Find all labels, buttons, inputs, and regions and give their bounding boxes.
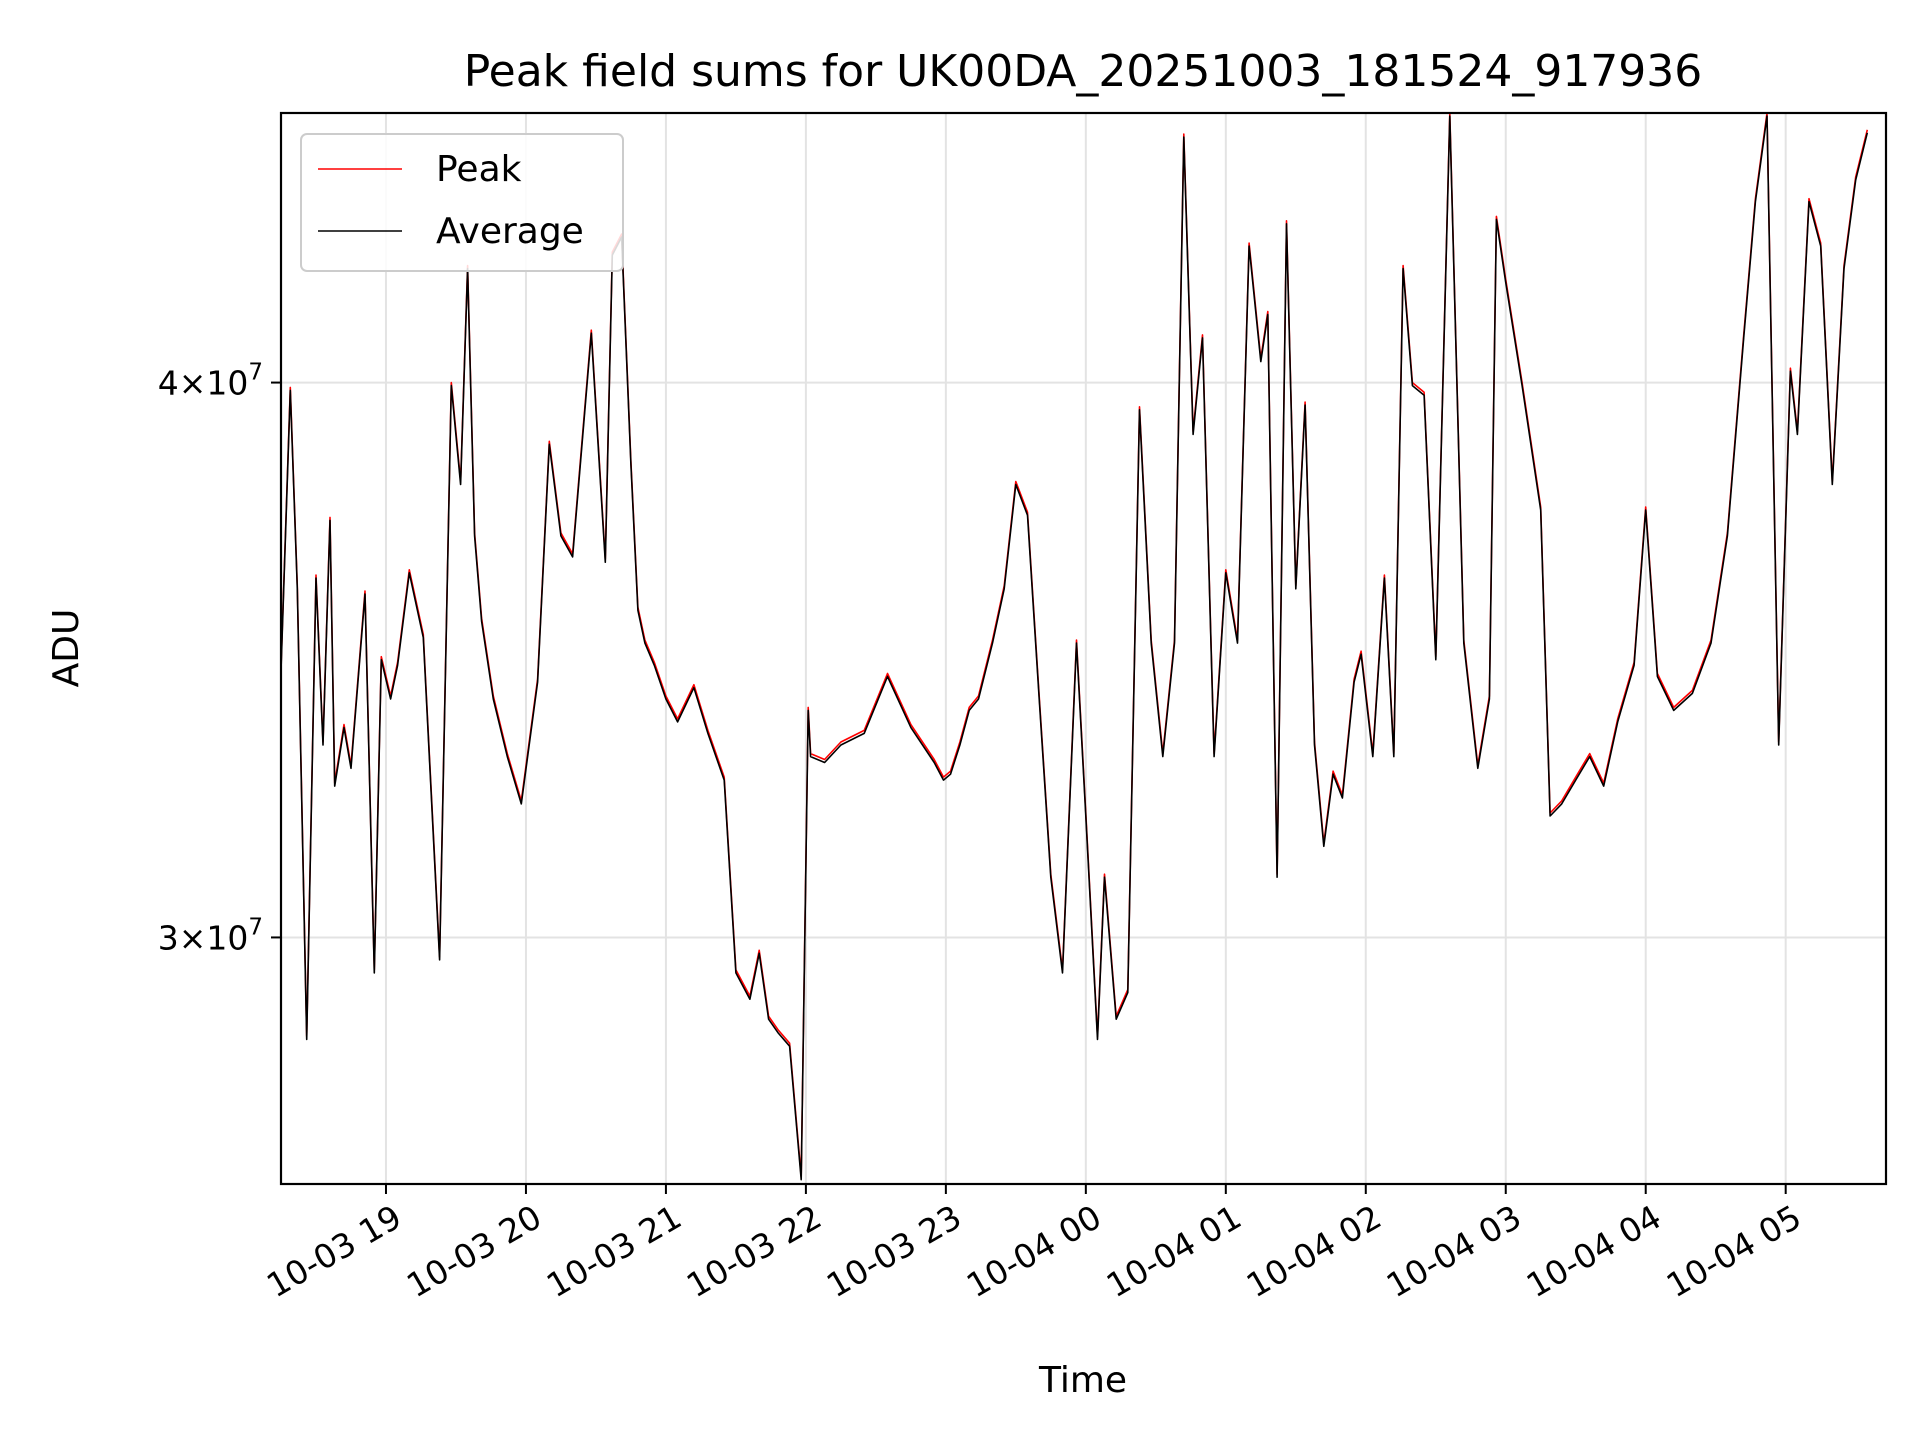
y-tick-label: 4×107 <box>158 360 263 403</box>
series-line-average <box>280 115 1869 1181</box>
y-axis-ticks: 3×107 4×107 <box>158 360 281 957</box>
grid-lines <box>281 113 1886 1184</box>
legend: Peak Average <box>300 133 624 272</box>
x-axis-label: Time <box>1038 1360 1127 1401</box>
series-lines <box>280 112 1869 1181</box>
plot-frame <box>279 111 1888 1186</box>
legend-peak-label: Peak <box>436 149 522 190</box>
y-tick-label: 3×107 <box>158 914 263 957</box>
chart-title: Peak field sums for UK00DA_20251003_1815… <box>464 46 1703 97</box>
legend-average-label: Average <box>436 211 584 252</box>
y-axis-label: ADU <box>46 609 87 688</box>
